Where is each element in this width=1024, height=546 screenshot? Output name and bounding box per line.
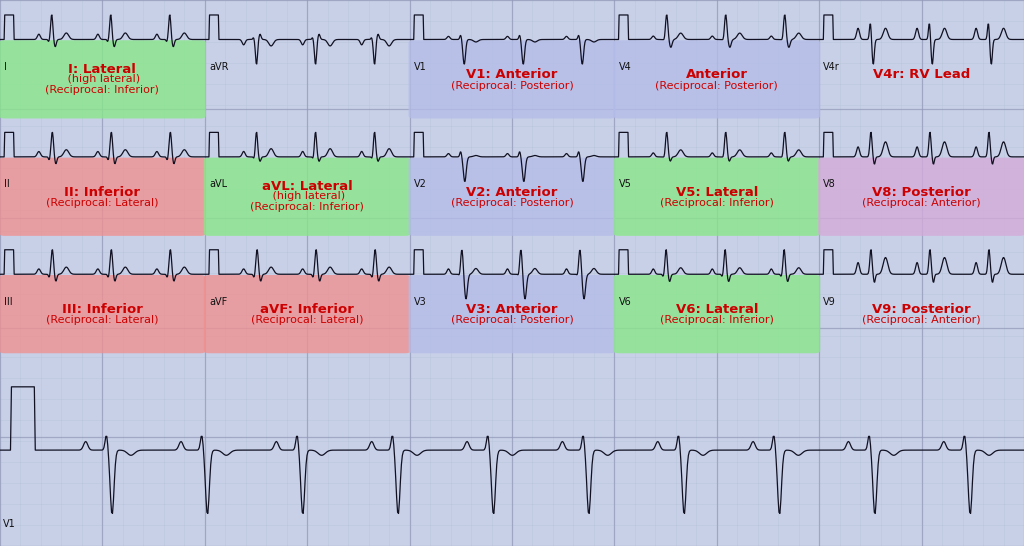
FancyBboxPatch shape: [0, 40, 206, 118]
FancyBboxPatch shape: [409, 40, 615, 118]
FancyBboxPatch shape: [409, 275, 615, 353]
Text: (Reciprocal: Lateral): (Reciprocal: Lateral): [46, 198, 159, 208]
Text: V6: Lateral: V6: Lateral: [676, 303, 758, 316]
Text: aVL: Lateral: aVL: Lateral: [262, 180, 352, 193]
FancyBboxPatch shape: [818, 158, 1024, 236]
Text: V5: Lateral: V5: Lateral: [676, 186, 758, 199]
Text: (high lateral): (high lateral): [269, 192, 345, 201]
Text: II: Inferior: II: Inferior: [65, 186, 140, 199]
Text: V6: V6: [618, 296, 631, 306]
Text: V3: Anterior: V3: Anterior: [466, 303, 558, 316]
Text: (high lateral): (high lateral): [65, 74, 140, 84]
Text: V8: Posterior: V8: Posterior: [872, 186, 971, 199]
Text: III: III: [4, 296, 12, 306]
FancyBboxPatch shape: [613, 40, 820, 118]
Text: V2: V2: [414, 179, 427, 189]
FancyBboxPatch shape: [409, 158, 615, 236]
Text: (Reciprocal: Lateral): (Reciprocal: Lateral): [251, 316, 364, 325]
Text: aVF: aVF: [209, 296, 227, 306]
FancyBboxPatch shape: [204, 275, 411, 353]
Text: I: Lateral: I: Lateral: [69, 63, 136, 76]
Text: II: II: [4, 179, 10, 189]
Text: V5: V5: [618, 179, 632, 189]
Text: V9: Posterior: V9: Posterior: [872, 303, 971, 316]
Text: (Reciprocal: Posterior): (Reciprocal: Posterior): [655, 81, 778, 91]
Text: V1: V1: [414, 62, 426, 72]
Text: Anterior: Anterior: [686, 68, 748, 81]
FancyBboxPatch shape: [613, 275, 820, 353]
Text: (Reciprocal: Inferior): (Reciprocal: Inferior): [250, 203, 365, 212]
Text: (Reciprocal: Lateral): (Reciprocal: Lateral): [46, 316, 159, 325]
Text: V9: V9: [823, 296, 836, 306]
Text: (Reciprocal: Inferior): (Reciprocal: Inferior): [659, 198, 774, 208]
Text: aVR: aVR: [209, 62, 228, 72]
Text: V4r: RV Lead: V4r: RV Lead: [873, 68, 970, 81]
Text: (Reciprocal: Posterior): (Reciprocal: Posterior): [451, 81, 573, 91]
FancyBboxPatch shape: [0, 158, 206, 236]
Text: (Reciprocal: Posterior): (Reciprocal: Posterior): [451, 316, 573, 325]
Text: (Reciprocal: Inferior): (Reciprocal: Inferior): [659, 316, 774, 325]
Text: (Reciprocal: Inferior): (Reciprocal: Inferior): [45, 85, 160, 95]
Text: (Reciprocal: Anterior): (Reciprocal: Anterior): [862, 316, 981, 325]
Text: I: I: [4, 62, 7, 72]
Text: V1: Anterior: V1: Anterior: [466, 68, 558, 81]
Text: III: Inferior: III: Inferior: [62, 303, 142, 316]
Text: V4r: V4r: [823, 62, 840, 72]
Text: V4: V4: [618, 62, 631, 72]
FancyBboxPatch shape: [613, 158, 820, 236]
Text: V1: V1: [3, 519, 15, 529]
Text: (Reciprocal: Anterior): (Reciprocal: Anterior): [862, 198, 981, 208]
Text: aVF: Inferior: aVF: Inferior: [260, 303, 354, 316]
Text: V2: Anterior: V2: Anterior: [466, 186, 558, 199]
FancyBboxPatch shape: [0, 275, 206, 353]
Text: (Reciprocal: Posterior): (Reciprocal: Posterior): [451, 198, 573, 208]
Text: aVL: aVL: [209, 179, 227, 189]
FancyBboxPatch shape: [204, 158, 411, 236]
Text: V8: V8: [823, 179, 836, 189]
Text: V3: V3: [414, 296, 426, 306]
